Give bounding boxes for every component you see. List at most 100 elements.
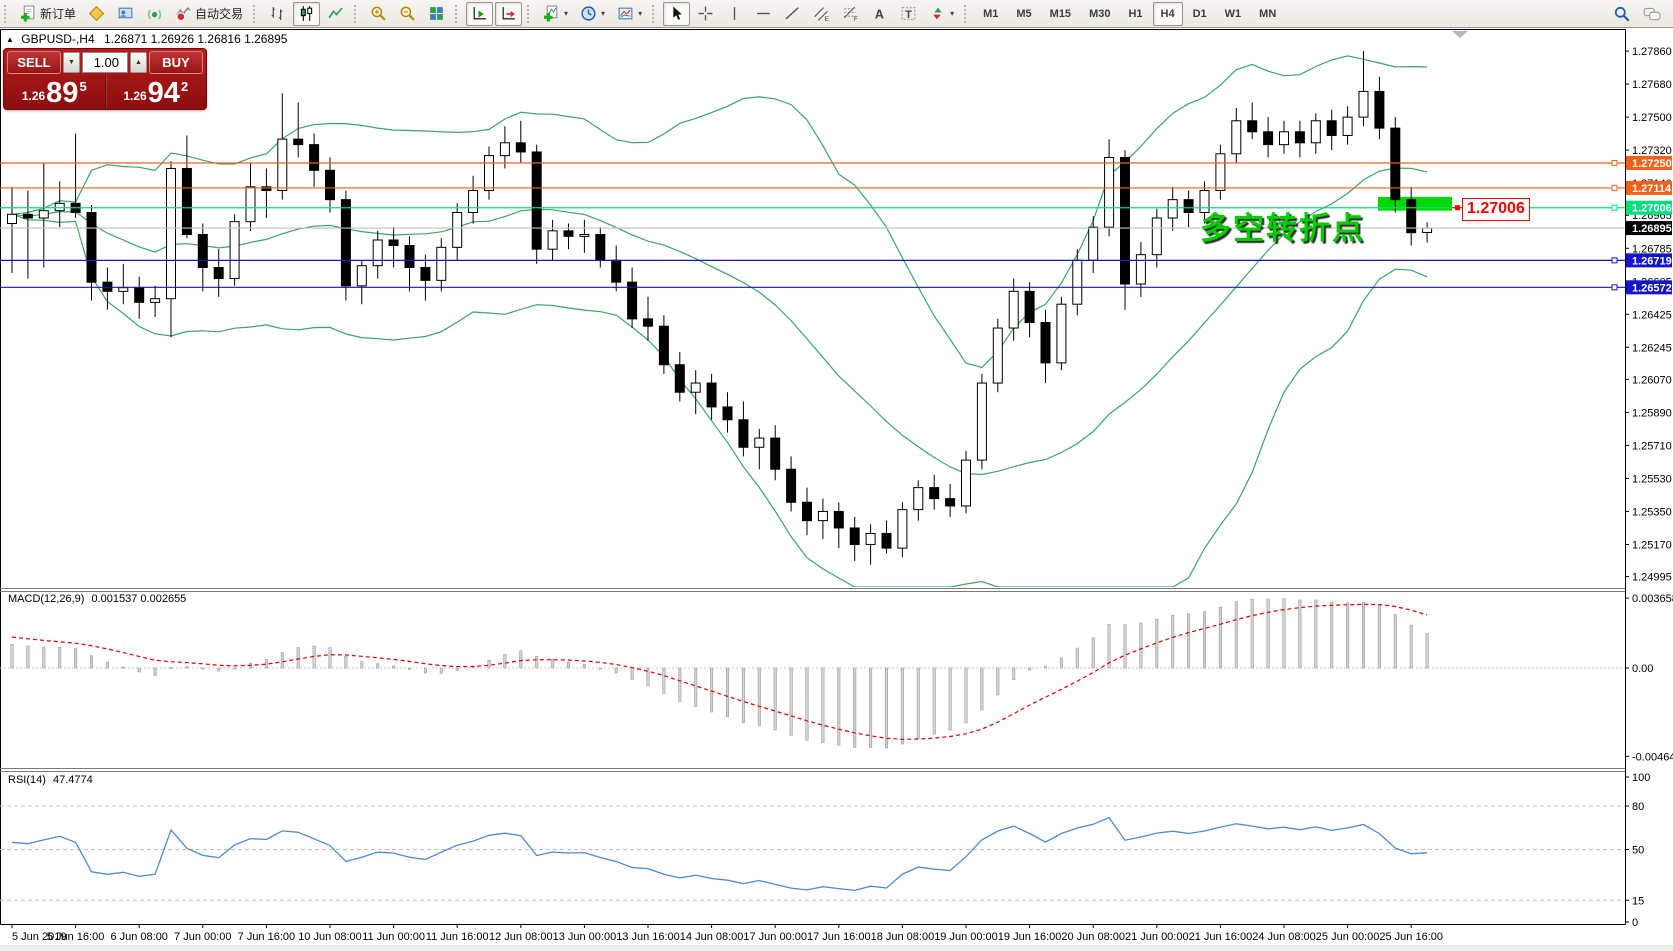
svg-text:7 Jun 00:00: 7 Jun 00:00 [174, 931, 232, 943]
toolbar-zoom-out-button[interactable] [394, 2, 421, 26]
svg-text:1.25890: 1.25890 [1632, 407, 1672, 419]
svg-text:1.27114: 1.27114 [1632, 183, 1672, 195]
candlestick-chart-icon [298, 5, 315, 22]
volume-decrease-button[interactable]: ▼ [63, 52, 80, 73]
bollinger-bands [11, 55, 1428, 587]
svg-text:17 Jun 00:00: 17 Jun 00:00 [743, 931, 807, 943]
toolbar-periods-button[interactable]: ▾ [575, 2, 610, 26]
chevron-down-icon: ▾ [564, 9, 569, 18]
metaeditor-icon [88, 5, 105, 22]
toolbar-indicators-button[interactable]: ▾ [538, 2, 573, 26]
line-chart-icon [327, 5, 344, 22]
toolbar-zoom-in-button[interactable] [365, 2, 392, 26]
sell-price-sup: 5 [79, 79, 87, 94]
chat-button[interactable] [1638, 2, 1666, 26]
toolbar-horizontal-line-button[interactable] [750, 2, 777, 26]
svg-text:7 Jun 16:00: 7 Jun 16:00 [238, 931, 296, 943]
symbol-period-label: GBPUSD-,H4 [21, 32, 95, 46]
toolbar-signals-button[interactable] [141, 2, 168, 26]
price-badge: 1.26572 [1626, 280, 1672, 295]
timeframe-m30-button[interactable]: M30 [1089, 7, 1111, 20]
toolbar-new-order-button[interactable]: 新订单 [15, 2, 81, 26]
timeframe-mn-button[interactable]: MN [1259, 7, 1277, 20]
toolbar-bar-chart-button[interactable] [264, 2, 291, 26]
one-click-controls: SELL ▼ 1.00 ▲ BUY [4, 49, 206, 75]
buy-price[interactable]: 1.26 94 2 [106, 75, 207, 108]
trendline-icon [784, 5, 801, 22]
timeframe-h4-button[interactable]: H4 [1152, 1, 1183, 26]
signals-icon [146, 5, 163, 22]
svg-text:-0.004645: -0.004645 [1632, 751, 1673, 763]
svg-text:13 Jun 16:00: 13 Jun 16:00 [616, 931, 680, 943]
price-badge: 1.27114 [1626, 180, 1672, 195]
rsi-name: RSI(14) [8, 774, 46, 786]
rsi-axis[interactable]: 100 80 50 15 0 [0, 772, 1650, 929]
toolbar-arrows-button[interactable]: ▾ [924, 2, 959, 26]
svg-text:5 Jun 16:00: 5 Jun 16:00 [47, 931, 105, 943]
toolbar-line-chart-button[interactable] [322, 2, 349, 26]
zoom-in-icon [370, 5, 387, 22]
volume-input[interactable]: 1.00 [82, 52, 128, 73]
toolbar-candlestick-chart-button[interactable] [293, 1, 321, 26]
toolbar-terminal-button[interactable] [112, 2, 139, 26]
toolbar-auto-scroll-button[interactable] [466, 1, 494, 26]
svg-text:1.25710: 1.25710 [1632, 440, 1672, 452]
toolbar-grip [652, 4, 659, 23]
svg-text:24 Jun 08:00: 24 Jun 08:00 [1252, 931, 1316, 943]
sell-price[interactable]: 1.26 89 5 [4, 75, 106, 108]
toolbar-shift-chart-button[interactable] [495, 1, 523, 26]
toolbar-fibonacci-button[interactable]: F [837, 2, 864, 26]
timeframe-h1-button[interactable]: H1 [1128, 7, 1143, 20]
buy-button[interactable]: BUY [149, 51, 203, 74]
new-order-label: 新订单 [40, 7, 77, 21]
search-button[interactable] [1608, 2, 1636, 26]
timeframe-m15-button[interactable]: M15 [1049, 7, 1072, 20]
chart-shift-marker-icon[interactable] [1452, 31, 1468, 38]
collapse-panel-icon[interactable]: ▲ [6, 35, 14, 44]
toolbar-vertical-line-button[interactable] [721, 2, 748, 26]
toolbar-text-label-button[interactable]: T [895, 2, 922, 26]
macd-signal-line [11, 603, 1428, 740]
periods-icon [580, 5, 597, 22]
sell-button[interactable]: SELL [7, 51, 61, 74]
price-badge: 1.26719 [1626, 253, 1672, 268]
horizontal-line-objects[interactable] [0, 159, 1625, 291]
autotrading-icon [175, 5, 192, 22]
volume-increase-button[interactable]: ▲ [130, 52, 147, 73]
toolbar-autotrading-button[interactable]: 自动交易 [170, 2, 248, 26]
price-tag-label[interactable]: 1.27006 [1462, 198, 1530, 221]
toolbar-equidistant-channel-button[interactable]: E [808, 2, 835, 26]
svg-text:80: 80 [1632, 801, 1644, 813]
svg-text:50: 50 [1632, 845, 1644, 857]
toolbar-crosshair-button[interactable] [692, 2, 719, 26]
chart-title: ▲ GBPUSD-,H4 1.26871 1.26926 1.26816 1.2… [6, 32, 287, 46]
svg-text:1.25170: 1.25170 [1632, 539, 1672, 551]
toolbar-cursor-button[interactable] [663, 1, 691, 26]
timeframe-w1-button[interactable]: W1 [1224, 7, 1242, 20]
toolbar-templates-button[interactable]: ▾ [612, 2, 647, 26]
svg-text:A: A [875, 6, 884, 21]
svg-text:14 Jun 08:00: 14 Jun 08:00 [680, 931, 744, 943]
timeframe-m1-button[interactable]: M1 [983, 7, 999, 20]
bar-chart-icon [269, 5, 286, 22]
svg-text:1.26245: 1.26245 [1632, 342, 1672, 354]
svg-text:1.26572: 1.26572 [1632, 282, 1672, 294]
sell-price-prefix: 1.26 [21, 89, 46, 103]
svg-text:10 Jun 08:00: 10 Jun 08:00 [298, 931, 362, 943]
macd-axis[interactable]: 0.003658 0.00 -0.004645 [1625, 593, 1673, 763]
timeframe-m5-button[interactable]: M5 [1016, 7, 1032, 20]
svg-text:1.24995: 1.24995 [1632, 572, 1672, 584]
svg-text:1.26895: 1.26895 [1632, 223, 1672, 235]
toolbar-tile-windows-button[interactable] [423, 2, 450, 26]
toolbar-trendline-button[interactable] [779, 2, 806, 26]
chart-annotation-text[interactable]: 多空转折点 [1200, 211, 1365, 246]
svg-text:25 Jun 16:00: 25 Jun 16:00 [1379, 931, 1443, 943]
timeframe-d1-button[interactable]: D1 [1192, 7, 1207, 20]
buy-price-big: 94 [147, 77, 180, 109]
svg-text:11 Jun 16:00: 11 Jun 16:00 [426, 931, 489, 943]
toolbar-metaeditor-button[interactable] [83, 2, 110, 26]
toolbar-text-button[interactable]: A [866, 2, 893, 26]
